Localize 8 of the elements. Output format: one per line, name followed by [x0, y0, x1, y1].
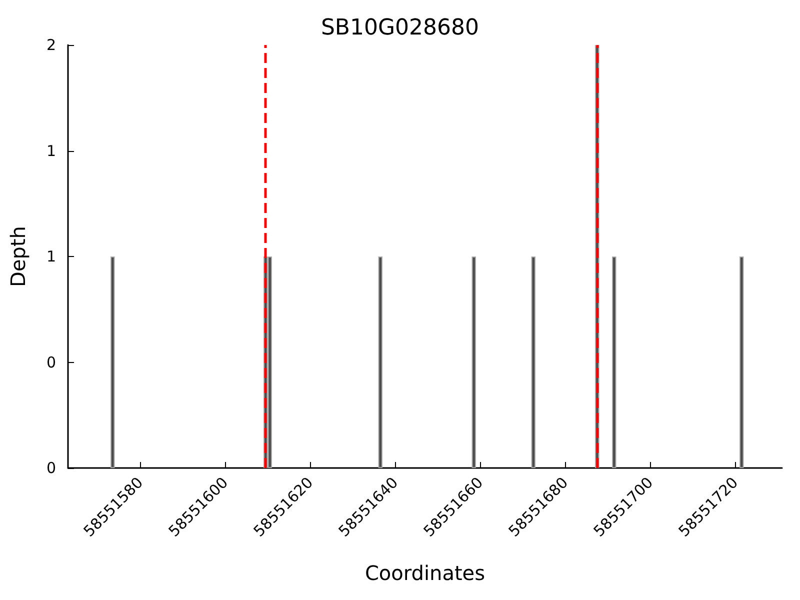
- x-axis-title: Coordinates: [364, 561, 486, 585]
- y-axis-title: Depth: [6, 226, 30, 287]
- chart-title: SB10G028680: [320, 16, 480, 40]
- y-tick-label: 0: [46, 459, 56, 477]
- y-tick-label: 2: [46, 36, 56, 54]
- y-tick-label: 0: [46, 353, 56, 372]
- y-tick-label: 1: [46, 248, 56, 266]
- y-tick-label: 1: [46, 142, 56, 160]
